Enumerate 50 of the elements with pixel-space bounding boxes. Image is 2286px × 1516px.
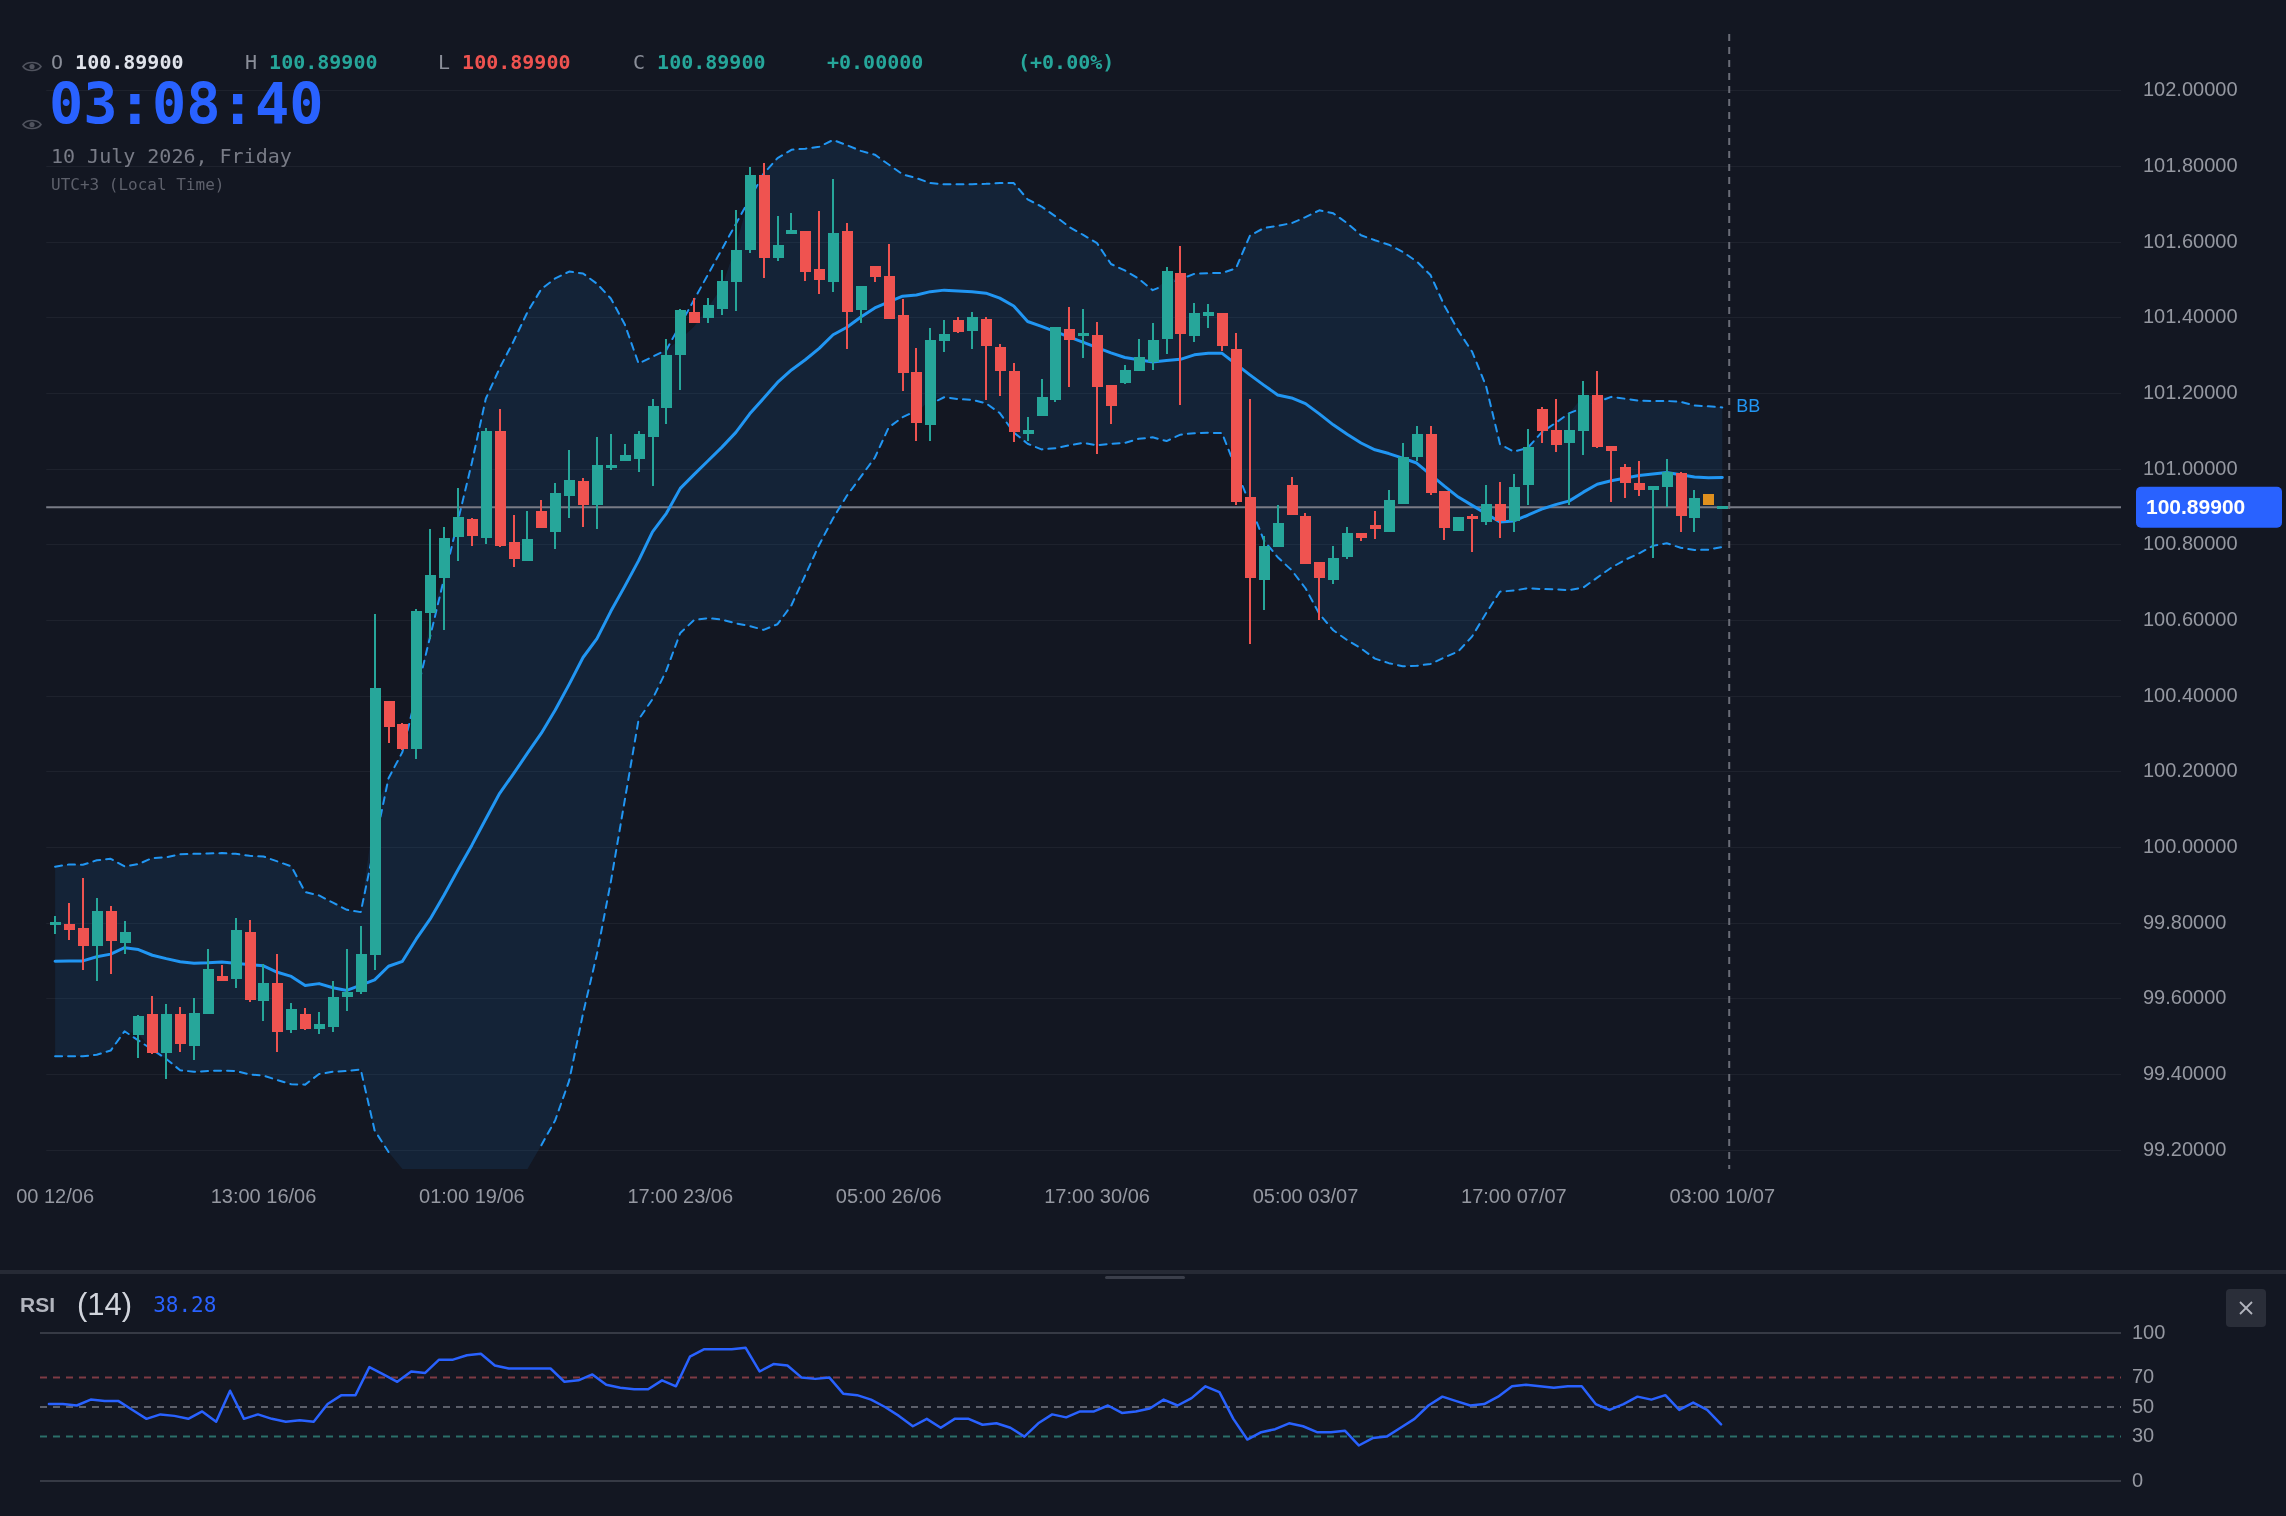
candlestick bbox=[1606, 446, 1617, 502]
annotation: +0.00000 bbox=[827, 50, 924, 74]
annotation: UTC+3 (Local Time) bbox=[51, 175, 225, 195]
y-tick-label: 101.60000 bbox=[2143, 229, 2238, 252]
y-tick-label: 101.00000 bbox=[2143, 456, 2238, 479]
y-tick-label: 99.60000 bbox=[2143, 986, 2227, 1009]
annotation: 03:08:40 bbox=[49, 71, 324, 137]
line-series bbox=[54, 138, 1724, 914]
candlestick bbox=[1078, 309, 1089, 358]
x-tick-label: 17:00 07/07 bbox=[1461, 1184, 1567, 1207]
annotation: O 100.89900 bbox=[51, 50, 184, 74]
y-tick-label: 100.60000 bbox=[2143, 607, 2238, 630]
y-tick-label: 99.80000 bbox=[2143, 910, 2227, 933]
x-tick-label: 01:00 19/06 bbox=[419, 1184, 525, 1207]
y-tick-label: 101.20000 bbox=[2143, 380, 2238, 403]
x-tick-label: 17:00 30/06 bbox=[1044, 1184, 1150, 1207]
y-tick-label: 101.40000 bbox=[2143, 305, 2238, 328]
y-tick-label: 0 bbox=[2132, 1468, 2144, 1491]
annotation: (+0.00%) bbox=[1018, 50, 1115, 74]
y-tick-label: 102.00000 bbox=[2143, 78, 2238, 101]
x-tick-label: 00 12/06 bbox=[16, 1184, 95, 1207]
annotation: H 100.89900 bbox=[245, 50, 378, 74]
text: 38.28 bbox=[153, 1293, 217, 1317]
y-tick-label: 50 bbox=[2132, 1394, 2155, 1417]
x-tick-label: 05:00 26/06 bbox=[835, 1184, 942, 1207]
text: BB bbox=[1736, 396, 1761, 417]
annotation: L 100.89900 bbox=[438, 50, 571, 74]
y-tick-label: 99.40000 bbox=[2143, 1061, 2227, 1084]
x-tick-label: 13:00 16/06 bbox=[210, 1184, 317, 1207]
y-tick-label: 99.20000 bbox=[2143, 1137, 2227, 1160]
chart-title: RSI bbox=[20, 1293, 56, 1317]
annotation: 10 July 2026, Friday bbox=[51, 144, 292, 168]
chart-subtitle: (14) bbox=[77, 1287, 133, 1323]
candlestick bbox=[1467, 514, 1478, 552]
y-tick-label: 100 bbox=[2132, 1320, 2166, 1343]
annotation: C 100.89900 bbox=[633, 50, 766, 74]
x-tick-label: 17:00 23/06 bbox=[627, 1184, 734, 1207]
candlestick bbox=[1648, 486, 1659, 558]
candlestick bbox=[606, 434, 617, 470]
x-tick-label: 03:00 10/07 bbox=[1669, 1184, 1776, 1207]
y-tick-label: 30 bbox=[2132, 1424, 2155, 1447]
y-tick-label: 100.20000 bbox=[2143, 759, 2238, 782]
y-tick-label: 100.40000 bbox=[2143, 683, 2238, 706]
y-tick-label: 100.80000 bbox=[2143, 532, 2238, 555]
y-tick-label: 70 bbox=[2132, 1364, 2155, 1387]
y-tick-label: 101.80000 bbox=[2143, 153, 2238, 176]
y-tick-label: 100.00000 bbox=[2143, 834, 2238, 857]
x-tick-label: 05:00 03/07 bbox=[1252, 1184, 1359, 1207]
ref-line-label: 100.89900 bbox=[2146, 495, 2246, 519]
candlestick bbox=[342, 949, 353, 1011]
